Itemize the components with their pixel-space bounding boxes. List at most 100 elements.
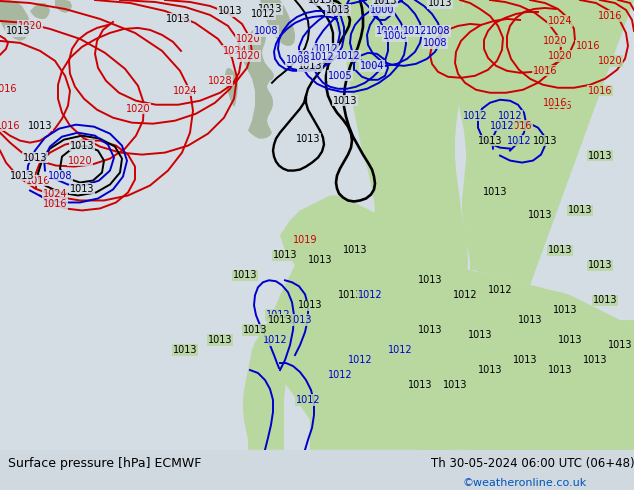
Text: 1013: 1013 <box>443 380 467 390</box>
Text: 1012: 1012 <box>358 290 382 300</box>
Text: 1013: 1013 <box>172 345 197 355</box>
Text: 1013: 1013 <box>298 300 322 310</box>
Text: 1020: 1020 <box>598 56 623 66</box>
Text: 1024: 1024 <box>548 16 573 26</box>
Text: 1008: 1008 <box>383 31 407 41</box>
Text: 1016: 1016 <box>42 199 67 209</box>
Text: 1005: 1005 <box>328 71 353 81</box>
Text: 1012: 1012 <box>489 121 514 131</box>
Text: 1024: 1024 <box>223 46 247 56</box>
Text: 1016: 1016 <box>588 86 612 96</box>
Text: 1013: 1013 <box>593 295 618 305</box>
Text: 1013: 1013 <box>558 335 582 345</box>
Text: 1016: 1016 <box>26 175 50 186</box>
Text: 1013: 1013 <box>553 305 577 315</box>
Text: 1013: 1013 <box>418 325 443 335</box>
Text: 1012: 1012 <box>262 335 287 345</box>
Text: 1013: 1013 <box>243 325 268 335</box>
Text: 1019: 1019 <box>293 235 317 245</box>
Text: 1013: 1013 <box>343 245 367 255</box>
Text: 1024: 1024 <box>42 190 67 199</box>
Text: 1012: 1012 <box>463 111 488 121</box>
Text: 1013: 1013 <box>518 315 542 325</box>
Text: 1016: 1016 <box>0 121 20 131</box>
Text: 1016: 1016 <box>0 84 17 94</box>
Text: 1013: 1013 <box>165 14 190 24</box>
Text: 1013: 1013 <box>408 380 432 390</box>
Text: 1013: 1013 <box>288 315 313 325</box>
Text: 1020: 1020 <box>543 36 567 46</box>
Text: 1013: 1013 <box>28 121 52 131</box>
Text: 1020: 1020 <box>18 21 42 31</box>
Text: 1012: 1012 <box>507 136 531 146</box>
Polygon shape <box>265 196 634 450</box>
Text: 1008: 1008 <box>48 171 72 180</box>
Text: 1008: 1008 <box>426 26 450 36</box>
Text: 1013: 1013 <box>307 255 332 265</box>
Text: 1008: 1008 <box>423 38 447 48</box>
Text: 1013: 1013 <box>527 210 552 221</box>
Text: 1013: 1013 <box>588 150 612 161</box>
Polygon shape <box>455 0 634 450</box>
Polygon shape <box>225 68 238 107</box>
Text: 1012: 1012 <box>295 395 320 405</box>
Text: 1012: 1012 <box>387 345 412 355</box>
Text: 1013: 1013 <box>583 355 607 365</box>
Text: 1012: 1012 <box>314 44 339 54</box>
Text: 1020: 1020 <box>548 51 573 61</box>
Text: 1013: 1013 <box>513 355 537 365</box>
Text: ©weatheronline.co.uk: ©weatheronline.co.uk <box>463 478 587 488</box>
Text: 1008: 1008 <box>286 55 310 65</box>
Polygon shape <box>242 27 274 139</box>
Text: 1016: 1016 <box>548 101 573 111</box>
Text: 1012: 1012 <box>403 26 427 36</box>
Text: 1013: 1013 <box>208 335 232 345</box>
Text: 1013: 1013 <box>468 330 492 340</box>
Text: Th 30-05-2024 06:00 UTC (06+48): Th 30-05-2024 06:00 UTC (06+48) <box>431 457 634 469</box>
Text: 1013: 1013 <box>608 340 632 350</box>
Text: 1008: 1008 <box>298 51 322 61</box>
Text: 1004: 1004 <box>359 61 384 71</box>
Text: 1004: 1004 <box>376 26 400 36</box>
Text: 1013: 1013 <box>373 0 398 6</box>
Text: 1012: 1012 <box>488 285 512 295</box>
Polygon shape <box>330 0 480 450</box>
Text: 1024: 1024 <box>172 86 197 96</box>
Text: 1013: 1013 <box>482 188 507 197</box>
Text: 1013: 1013 <box>428 0 452 8</box>
Text: 1012: 1012 <box>328 370 353 380</box>
Text: 1016: 1016 <box>576 41 600 51</box>
Text: 1013: 1013 <box>548 365 573 375</box>
Text: 1013: 1013 <box>6 26 30 36</box>
Text: 1013: 1013 <box>298 61 322 71</box>
Text: 1028: 1028 <box>208 76 232 86</box>
Text: 1013: 1013 <box>258 4 282 14</box>
Text: 1000: 1000 <box>370 5 394 15</box>
Text: 1013: 1013 <box>295 134 320 144</box>
Text: 1013: 1013 <box>338 290 362 300</box>
Polygon shape <box>0 0 30 41</box>
Polygon shape <box>260 0 295 46</box>
Text: 1013: 1013 <box>333 96 357 106</box>
Polygon shape <box>243 320 291 450</box>
Text: 1013: 1013 <box>273 250 297 260</box>
Text: 1012: 1012 <box>453 290 477 300</box>
Text: 1020: 1020 <box>68 156 93 166</box>
Text: Surface pressure [hPa] ECMWF: Surface pressure [hPa] ECMWF <box>8 457 201 469</box>
Text: 1013: 1013 <box>307 0 332 5</box>
Text: 1012: 1012 <box>347 355 372 365</box>
Text: 1013: 1013 <box>23 152 48 163</box>
Text: 1013: 1013 <box>568 205 592 216</box>
Text: 1020: 1020 <box>126 104 150 114</box>
Text: 1012: 1012 <box>335 51 360 61</box>
Text: 1013: 1013 <box>70 141 94 150</box>
Text: 1013: 1013 <box>533 136 557 146</box>
Text: 1012: 1012 <box>498 111 522 121</box>
Text: 1013: 1013 <box>326 5 350 15</box>
Polygon shape <box>55 0 72 13</box>
Text: 1020: 1020 <box>236 34 261 44</box>
Text: 1013: 1013 <box>233 270 257 280</box>
Text: 1012: 1012 <box>309 52 334 62</box>
Text: 1013: 1013 <box>10 171 34 180</box>
Text: 1013: 1013 <box>217 6 242 16</box>
